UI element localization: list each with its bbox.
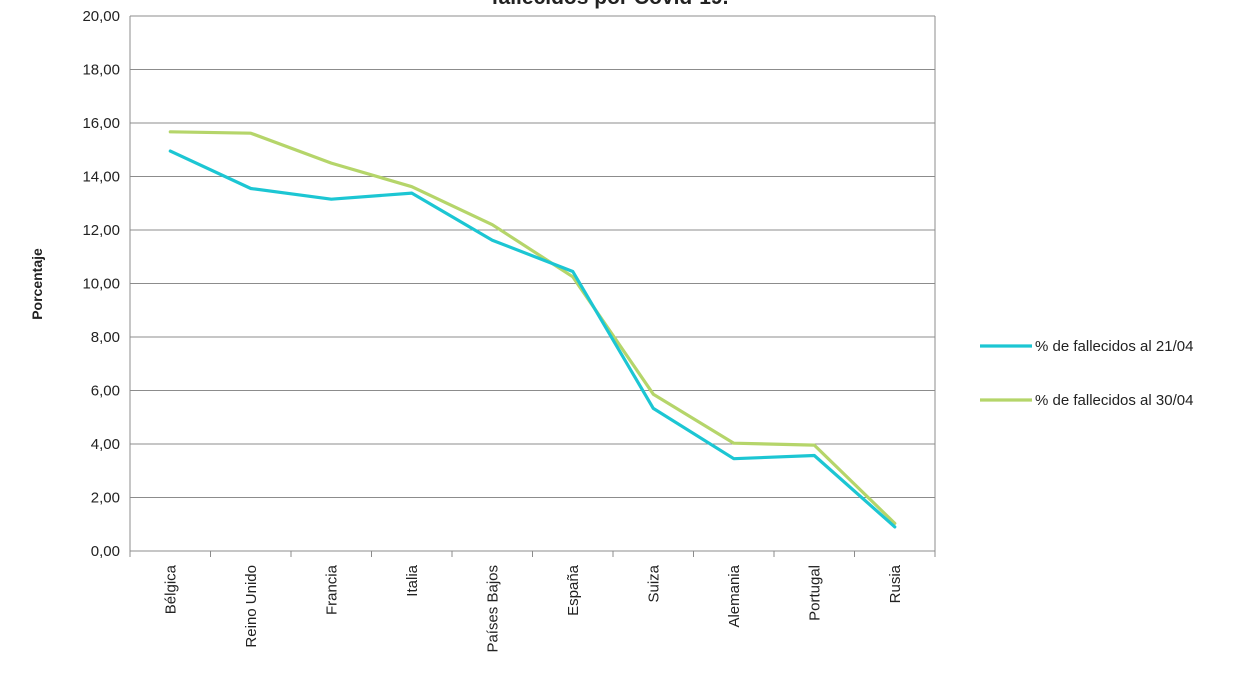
x-tick-label: Reino Unido xyxy=(243,565,260,648)
legend-label: % de fallecidos al 30/04 xyxy=(1035,392,1193,409)
y-tick-label: 2,00 xyxy=(91,490,120,507)
x-tick-label: España xyxy=(565,564,582,616)
y-tick-label: 12,00 xyxy=(82,222,120,239)
y-tick-label: 6,00 xyxy=(91,383,120,400)
series-line-1 xyxy=(168,149,897,529)
y-tick-label: 14,00 xyxy=(82,169,120,186)
legend: % de fallecidos al 21/04 % de fallecidos … xyxy=(980,338,1193,409)
y-axis-label: Porcentaje xyxy=(29,248,45,320)
y-tick-label: 20,00 xyxy=(82,8,120,25)
x-tick-label: Bélgica xyxy=(162,564,179,614)
x-tick-label: Francia xyxy=(323,564,340,615)
y-tick-label: 16,00 xyxy=(82,115,120,132)
y-tick-label: 8,00 xyxy=(91,329,120,346)
axes xyxy=(129,16,936,557)
x-tick-label: Suiza xyxy=(645,564,662,602)
grid-lines xyxy=(130,15,935,552)
x-tick-label: Países Bajos xyxy=(484,565,501,653)
x-tick-label: Italia xyxy=(404,564,421,596)
series-line-2 xyxy=(168,130,897,526)
x-tick-label: Alemania xyxy=(726,564,743,627)
chart-title: fallecidos por Covid-19. xyxy=(492,0,729,9)
y-tick-labels: 0,00 2,00 4,00 6,00 8,00 10,00 12,00 14,00 16,00… xyxy=(82,8,120,560)
y-tick-label: 4,00 xyxy=(91,436,120,453)
x-tick-labels: Bélgica Reino Unido Francia Italia Países Ba… xyxy=(162,564,904,652)
y-tick-label: 10,00 xyxy=(82,276,120,293)
y-tick-label: 0,00 xyxy=(91,543,120,560)
y-tick-label: 18,00 xyxy=(82,62,120,79)
series-lines xyxy=(168,130,897,529)
x-tick-label: Portugal xyxy=(806,565,823,621)
x-tick-label: Rusia xyxy=(887,564,904,603)
legend-label: % de fallecidos al 21/04 xyxy=(1035,338,1193,355)
